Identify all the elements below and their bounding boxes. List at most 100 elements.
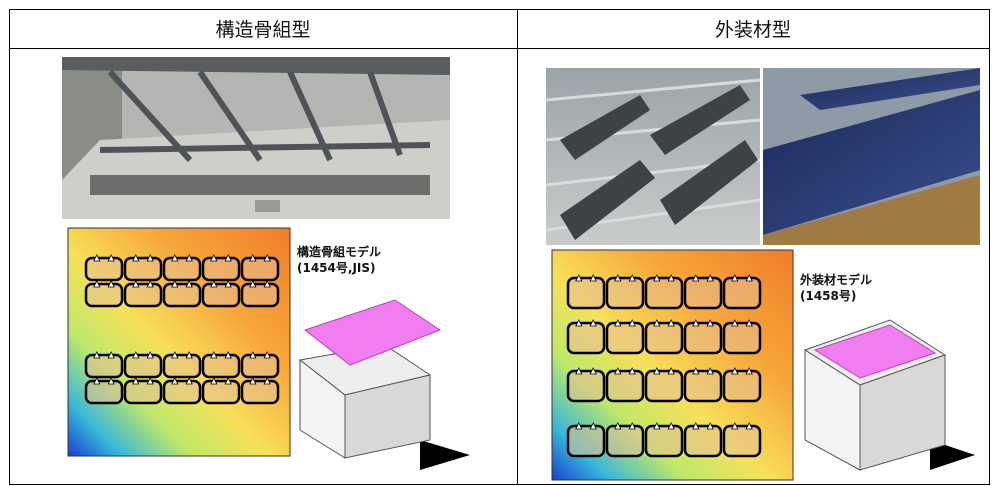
panel-marker (107, 351, 115, 359)
panel-marker (263, 280, 271, 288)
panel-marker (589, 422, 597, 430)
panel (201, 256, 241, 282)
panel-marker (146, 254, 154, 262)
panel-marker (210, 280, 218, 288)
panel (162, 282, 202, 308)
panel-marker (575, 367, 583, 375)
panel (201, 379, 241, 405)
panel-marker (706, 367, 714, 375)
panel-marker (745, 274, 753, 282)
panel (683, 276, 723, 310)
panel (566, 424, 606, 458)
panel-marker (614, 274, 622, 282)
panel (605, 424, 645, 458)
panel-marker (263, 377, 271, 385)
panel (240, 256, 280, 282)
panel (683, 424, 723, 458)
panel (84, 353, 124, 379)
panel (201, 353, 241, 379)
panel-marker (667, 274, 675, 282)
panel (605, 369, 645, 403)
panel-marker (706, 274, 714, 282)
panel-marker (93, 377, 101, 385)
panel-marker (706, 422, 714, 430)
panel-marker (731, 274, 739, 282)
panel-marker (171, 377, 179, 385)
panel-marker (171, 254, 179, 262)
panel (240, 282, 280, 308)
panel-marker (224, 351, 232, 359)
panel-marker (210, 351, 218, 359)
panel-marker (185, 351, 193, 359)
panel-marker (132, 351, 140, 359)
panel-marker (614, 422, 622, 430)
panel-marker (575, 422, 583, 430)
panel (84, 282, 124, 308)
panel (605, 321, 645, 355)
panel-marker (185, 377, 193, 385)
panel-marker (224, 254, 232, 262)
panel-marker (249, 254, 257, 262)
panel (644, 424, 684, 458)
panel-marker (185, 254, 193, 262)
panel-marker (171, 280, 179, 288)
panel (240, 353, 280, 379)
panel-marker (132, 280, 140, 288)
panel (566, 369, 606, 403)
panel (123, 282, 163, 308)
panel (722, 276, 762, 310)
panel-marker (745, 367, 753, 375)
panel-marker (628, 319, 636, 327)
panel (722, 424, 762, 458)
panel-marker (93, 280, 101, 288)
photo-frame-structure (62, 57, 450, 219)
panel-marker (224, 280, 232, 288)
panel-marker (146, 351, 154, 359)
panel-marker (263, 351, 271, 359)
model-label: 構造骨組モデル (297, 244, 381, 259)
panel-marker (731, 422, 739, 430)
panel-marker (249, 351, 257, 359)
panel-marker (132, 377, 140, 385)
panel-marker (667, 367, 675, 375)
panel-marker (667, 319, 675, 327)
panel-marker (249, 280, 257, 288)
panel-marker (692, 274, 700, 282)
panel-marker (614, 319, 622, 327)
panel-marker (93, 351, 101, 359)
panel-marker (210, 377, 218, 385)
panel-marker (93, 254, 101, 262)
panel-marker (692, 367, 700, 375)
panel-marker (653, 319, 661, 327)
panel-marker (146, 377, 154, 385)
panel-marker (589, 319, 597, 327)
panel-marker (132, 254, 140, 262)
panel-marker (628, 274, 636, 282)
panel-marker (745, 422, 753, 430)
panel-marker (692, 422, 700, 430)
panel-marker (653, 422, 661, 430)
building-model-cladding (803, 319, 975, 471)
panel-marker (653, 274, 661, 282)
panel-marker (589, 274, 597, 282)
panel (240, 379, 280, 405)
panel (84, 379, 124, 405)
panel (123, 379, 163, 405)
panel (566, 276, 606, 310)
panel-marker (146, 280, 154, 288)
panel-marker (628, 422, 636, 430)
panel-marker (185, 280, 193, 288)
photo-frame-cladding (545, 68, 980, 245)
panel-marker (653, 367, 661, 375)
panel (162, 353, 202, 379)
panel (722, 321, 762, 355)
panel-marker (745, 319, 753, 327)
panel-marker (628, 367, 636, 375)
panel-marker (667, 422, 675, 430)
panel-marker (575, 319, 583, 327)
panel (644, 321, 684, 355)
panel (644, 369, 684, 403)
panel (644, 276, 684, 310)
panel (162, 379, 202, 405)
panel-marker (249, 377, 257, 385)
